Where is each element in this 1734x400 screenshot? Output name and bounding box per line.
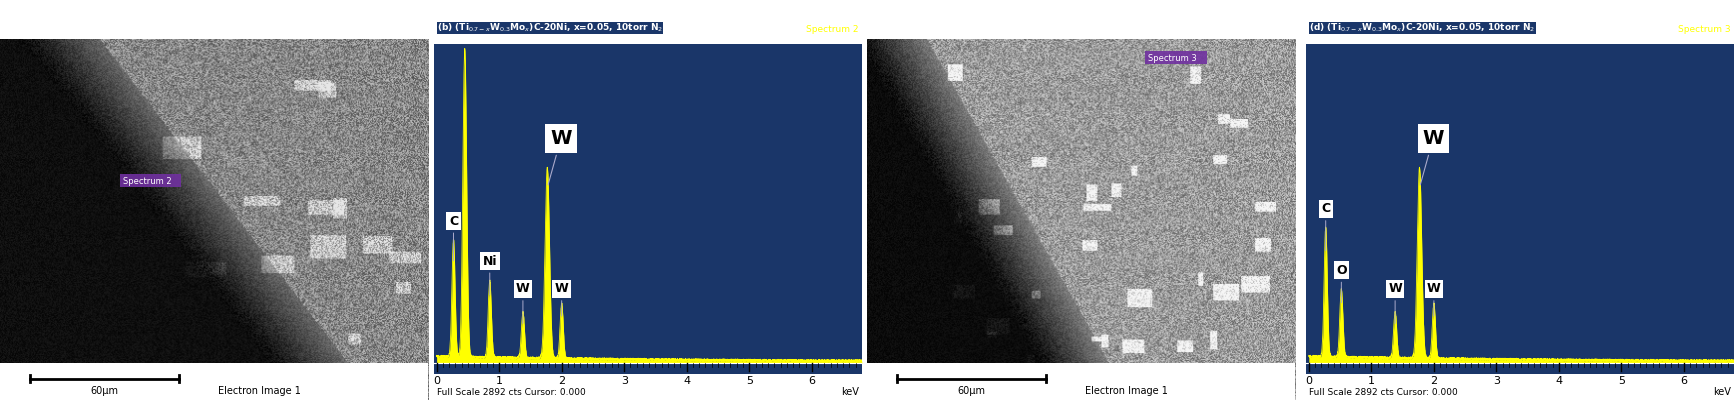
Text: keV: keV (841, 387, 858, 397)
Text: Spectrum 3: Spectrum 3 (1148, 54, 1196, 63)
Text: O: O (1335, 264, 1347, 303)
Bar (1302, 374, 1734, 400)
Text: 3: 3 (1493, 376, 1500, 386)
Text: Electron Image 1: Electron Image 1 (217, 386, 300, 396)
Text: C: C (1321, 202, 1330, 250)
Bar (430, 0, 869, 44)
Text: 5: 5 (1618, 376, 1625, 386)
Bar (430, 374, 869, 400)
Bar (0, 363, 428, 400)
Text: W: W (517, 282, 531, 323)
Text: (b) (Ti$_{0.7-x}$W$_{0.3}$Mo$_x$)C-20Ni, x=0.05, 10torr N$_2$: (b) (Ti$_{0.7-x}$W$_{0.3}$Mo$_x$)C-20Ni,… (437, 22, 664, 34)
Text: 0: 0 (434, 376, 440, 386)
Text: (a) (Ti$_{0.7-x}$W$_{0.3}$Mo$_x$)C-20Ni, x=0.05, 10torr N$_2$: (a) (Ti$_{0.7-x}$W$_{0.3}$Mo$_x$)C-20Ni,… (5, 4, 222, 16)
Bar (120, 174, 182, 187)
Text: Full Scale 2892 cts Cursor: 0.000: Full Scale 2892 cts Cursor: 0.000 (437, 388, 586, 397)
Text: Full Scale 2892 cts Cursor: 0.000: Full Scale 2892 cts Cursor: 0.000 (1309, 388, 1458, 397)
Text: 60μm: 60μm (957, 386, 985, 396)
Text: W: W (1389, 282, 1403, 323)
Bar (1302, 44, 1734, 389)
Text: Ni: Ni (482, 255, 498, 295)
Text: 3: 3 (621, 376, 628, 386)
Bar (867, 363, 1295, 400)
Bar (1302, 0, 1734, 44)
Text: (c) (Ti$_{0.7-x}$W$_{0.3}$Mo$_x$)C-20Ni, x=0.00, 30torr N$_2$: (c) (Ti$_{0.7-x}$W$_{0.3}$Mo$_x$)C-20Ni,… (872, 4, 1089, 16)
Text: 0: 0 (1306, 376, 1313, 386)
Text: 2: 2 (558, 376, 565, 386)
Text: keV: keV (1713, 387, 1731, 397)
Text: W: W (548, 129, 572, 185)
Text: 5: 5 (746, 376, 753, 386)
Text: C: C (449, 215, 458, 261)
Text: 1: 1 (496, 376, 503, 386)
Text: W: W (1427, 282, 1441, 316)
Text: 6: 6 (808, 376, 815, 386)
Text: 4: 4 (1555, 376, 1562, 386)
Text: Spectrum 2: Spectrum 2 (806, 26, 858, 34)
Text: Spectrum 3: Spectrum 3 (1679, 26, 1731, 34)
Text: (d) (Ti$_{0.7-x}$W$_{0.3}$Mo$_x$)C-20Ni, x=0.05, 10torr N$_2$: (d) (Ti$_{0.7-x}$W$_{0.3}$Mo$_x$)C-20Ni,… (1309, 22, 1536, 34)
Text: W: W (555, 282, 569, 316)
Text: W: W (1420, 129, 1444, 185)
Bar (1144, 51, 1207, 64)
Text: 4: 4 (683, 376, 690, 386)
Text: 6: 6 (1680, 376, 1687, 386)
Text: Spectrum 2: Spectrum 2 (123, 177, 172, 186)
Text: 1: 1 (1368, 376, 1375, 386)
Text: Electron Image 1: Electron Image 1 (1084, 386, 1167, 396)
Bar (430, 44, 869, 389)
Text: 2: 2 (1431, 376, 1437, 386)
Text: 60μm: 60μm (90, 386, 118, 396)
